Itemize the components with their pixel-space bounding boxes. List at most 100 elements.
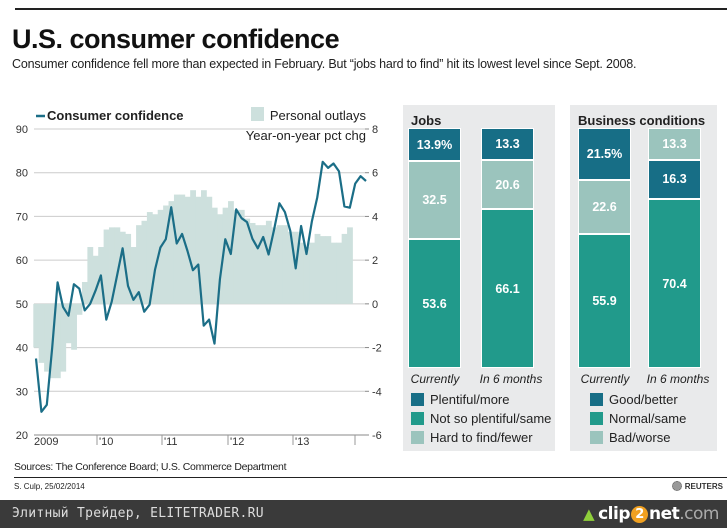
outlays-bar (38, 303, 45, 363)
outlays-bar (173, 194, 180, 304)
stacked-bar-segment: 66.1 (481, 209, 534, 368)
outlays-bar (233, 209, 240, 304)
right-axis-tick-label: -4 (372, 386, 382, 398)
legend-label: Good/better (609, 392, 678, 407)
author-credit: S. Culp, 25/02/2014 (14, 482, 85, 491)
upload-arrow-icon: ▲ (583, 505, 595, 523)
outlays-bar (168, 201, 175, 304)
outlays-bar (190, 190, 196, 304)
right-axis-tick-label: 8 (372, 124, 378, 136)
segment-value-label: 66.1 (495, 281, 520, 296)
legend-swatch (411, 431, 424, 444)
outlays-bar (33, 303, 40, 348)
x-axis-tick-label: 2009 (34, 436, 58, 448)
business-panel: Business conditions 21.5% 22.6 55.9 13.3 16.… (570, 105, 717, 451)
outlays-bar (109, 227, 115, 304)
outlays-bar (244, 218, 251, 304)
outlays-bar (330, 242, 337, 304)
left-axis-tick-label: 70 (16, 211, 28, 223)
stacked-bar-segment: 13.3 (481, 128, 534, 160)
page-title: U.S. consumer confidence (12, 24, 340, 54)
jobs-panel: Jobs 13.9% 32.5 53.6 13.3 20.6 66.1 Currently… (403, 105, 555, 451)
right-axis-tick-label: 0 (372, 299, 378, 311)
right-axis-tick-label: 4 (372, 211, 378, 223)
outlays-bar (255, 225, 261, 304)
business-panel-title: Business conditions (578, 113, 706, 128)
legend-line-label: Consumer confidence (47, 108, 184, 123)
clip2net-logo[interactable]: ▲ clip 2 net .com (583, 504, 719, 524)
outlays-bar (238, 209, 245, 304)
legend-item-plentiful: Plentiful/more (411, 392, 509, 407)
outlays-bar (320, 236, 326, 304)
stacked-bar-segment: 32.5 (408, 161, 461, 240)
outlays-bar (136, 225, 142, 304)
segment-value-label: 22.6 (592, 199, 617, 214)
legend-item-hard-to-find: Hard to find/fewer (411, 430, 533, 445)
outlays-bar (163, 205, 169, 304)
outlays-bar (87, 247, 94, 304)
x-axis-tick-label: '11 (164, 436, 178, 448)
legend-item-normal: Normal/same (590, 411, 686, 426)
stacked-bar-segment: 21.5% (578, 128, 631, 180)
reuters-logo-icon (671, 481, 682, 491)
stacked-bar-segment: 22.6 (578, 179, 631, 234)
left-axis-tick-label: 50 (16, 299, 28, 311)
legend-label: Not so plentiful/same (430, 411, 552, 426)
outlays-bar (282, 225, 288, 304)
segment-value-label: 16.3 (662, 172, 687, 187)
legend-label: Normal/same (609, 411, 687, 426)
outlays-bar (76, 303, 83, 315)
category-label: Currently (580, 372, 630, 386)
outlays-bar (309, 242, 316, 304)
legend-item-bad: Bad/worse (590, 430, 670, 445)
legend-swatch (411, 412, 424, 425)
outlays-bar (179, 194, 186, 304)
x-axis-tick-label: '12 (230, 436, 244, 448)
segment-value-label: 13.3 (495, 136, 520, 151)
confidence-outlays-chart: 908070605040302086420-2-4-62009'10'11'12… (16, 107, 382, 448)
outlays-bar (222, 207, 229, 304)
right-axis-tick-label: -6 (372, 430, 382, 442)
outlays-bar (298, 242, 305, 304)
category-label: In 6 months (479, 372, 543, 386)
segment-value-label: 13.9% (416, 137, 453, 152)
stacked-bar-segment: 20.6 (481, 159, 534, 210)
outlays-bar (260, 225, 267, 304)
legend-swatch (411, 393, 424, 406)
left-axis-tick-label: 90 (16, 124, 28, 136)
segment-value-label: 21.5% (586, 146, 623, 161)
legend-bar-label: Personal outlays (270, 108, 367, 123)
outlays-bar (211, 207, 218, 304)
watermark-bar: Элитный Трейдер, ELITETRADER.RU ▲ clip 2… (0, 500, 727, 528)
outlays-bar (195, 196, 202, 304)
legend-label: Hard to find/fewer (430, 430, 533, 445)
left-axis-tick-label: 40 (16, 343, 28, 355)
reuters-brand: REUTERS (671, 481, 723, 491)
outlays-bar (157, 209, 164, 304)
outlays-bar (287, 231, 294, 304)
stacked-bar-segment: 53.6 (408, 239, 461, 368)
logo-part: clip (598, 504, 631, 524)
confidence-line (34, 160, 367, 413)
outlays-bar (265, 220, 272, 304)
outlays-bar (81, 282, 88, 304)
x-axis-tick-label: '10 (99, 436, 113, 448)
stacked-bar-segment: 55.9 (578, 233, 631, 368)
sources-note: Sources: The Conference Board; U.S. Comm… (14, 461, 287, 473)
outlays-bar (54, 303, 61, 379)
outlays-bar (141, 220, 148, 304)
page-subtitle: Consumer confidence fell more than expec… (12, 57, 637, 71)
left-axis-tick-label: 80 (16, 168, 28, 180)
outlays-bar (103, 229, 110, 304)
left-axis-tick-label: 60 (16, 255, 28, 267)
outlays-bar (125, 233, 132, 304)
outlays-bar (336, 242, 343, 304)
legend-item-good: Good/better (590, 392, 678, 407)
stacked-bar-segment: 13.9% (408, 128, 461, 162)
segment-value-label: 55.9 (592, 293, 617, 308)
outlays-bar (119, 231, 126, 304)
outlays-bar (206, 196, 213, 304)
stacked-bar-segment: 70.4 (648, 199, 701, 368)
outlays-bar (201, 190, 207, 304)
top-rule (15, 8, 727, 10)
